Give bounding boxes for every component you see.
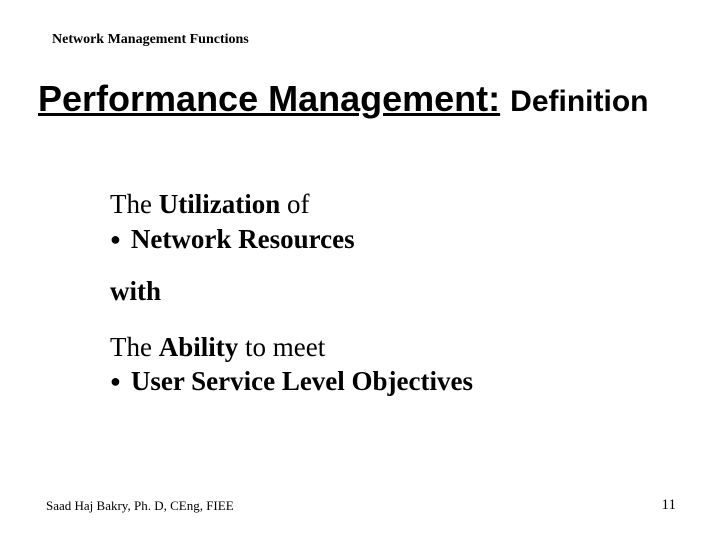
slide: Network Management Functions Performance… <box>0 0 720 540</box>
body-line-1: The Utilization of <box>110 188 650 222</box>
bullet-icon: ● <box>110 370 121 393</box>
bullet-text: User Service Level Objectives <box>131 364 473 399</box>
body-mid: with <box>110 275 650 309</box>
text-fragment: The <box>110 189 159 219</box>
text-fragment: to meet <box>238 332 325 362</box>
text-fragment: of <box>280 189 309 219</box>
page-number: 11 <box>662 497 676 514</box>
title-main: Performance Management: <box>38 78 500 119</box>
slide-body: The Utilization of ● Network Resources w… <box>110 188 650 399</box>
bullet-item-2: ● User Service Level Objectives <box>110 364 650 399</box>
title-sub: Definition <box>510 85 648 118</box>
slide-header: Network Management Functions <box>52 32 249 48</box>
slide-title: Performance Management: Definition <box>38 78 648 120</box>
bullet-icon: ● <box>110 228 121 251</box>
body-line-2: The Ability to meet <box>110 331 650 365</box>
bullet-text: Network Resources <box>131 222 355 257</box>
text-bold: Utilization <box>159 189 281 219</box>
text-bold: Ability <box>159 332 239 362</box>
bullet-item-1: ● Network Resources <box>110 222 650 257</box>
text-fragment: The <box>110 332 159 362</box>
footer-author: Saad Haj Bakry, Ph. D, CEng, FIEE <box>46 498 234 514</box>
